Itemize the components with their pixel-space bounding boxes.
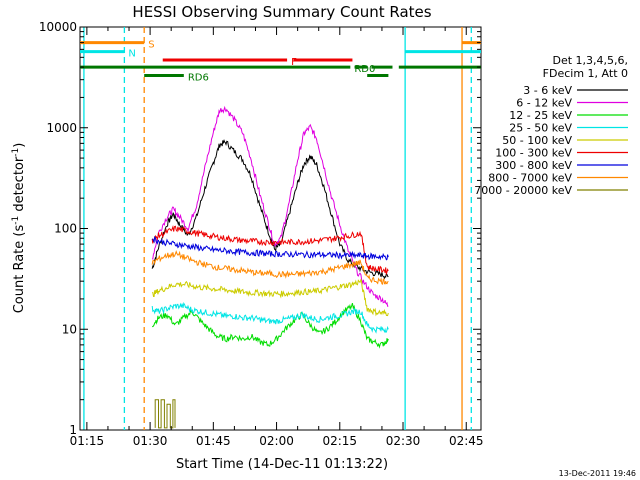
footer-timestamp: 13-Dec-2011 19:46 bbox=[559, 469, 636, 478]
y-tick-label-0: 1 bbox=[69, 423, 77, 437]
instrument-state-lines bbox=[83, 27, 472, 430]
y-axis-label-part3: ) bbox=[12, 143, 27, 148]
y-axis-label-sup2: -1 bbox=[11, 148, 21, 157]
x-axis-label: Start Time (14-Dec-11 01:13:22) bbox=[176, 457, 388, 472]
legend-header-line2: FDecim 1, Att 0 bbox=[543, 67, 628, 80]
y-axis-label: Count Rate (s-1 detector-1) bbox=[11, 143, 27, 314]
y-tick-label-1: 10 bbox=[62, 322, 77, 336]
flag-label-rd0: RD0 bbox=[354, 64, 375, 75]
flag-label-f: F bbox=[291, 57, 297, 68]
chart-title: HESSI Observing Summary Count Rates bbox=[132, 3, 431, 21]
series-line-4 bbox=[152, 278, 389, 317]
flag-label-n: N bbox=[128, 49, 135, 60]
series-line-2 bbox=[151, 302, 389, 349]
flag-label-s: S bbox=[148, 40, 154, 51]
legend-label-0: 3 - 6 keV bbox=[523, 84, 572, 97]
series-line-8 bbox=[154, 399, 176, 429]
legend-label-4: 50 - 100 keV bbox=[502, 134, 572, 147]
flag-label-rd6: RD6 bbox=[188, 73, 209, 84]
x-tick-label-3: 02:00 bbox=[259, 434, 294, 448]
legend-label-7: 800 - 7000 keV bbox=[488, 172, 572, 185]
legend-label-6: 300 - 800 keV bbox=[495, 159, 572, 172]
legend: Det 1,3,4,5,6, FDecim 1, Att 0 3 - 6 keV… bbox=[474, 54, 628, 197]
axes: 01:15 01:30 01:45 02:00 02:15 02:30 02:45 1 10 10… bbox=[39, 20, 484, 448]
y-axis-label-part2: detector bbox=[12, 156, 27, 216]
y-axis-label-part1: Count Rate (s bbox=[12, 225, 27, 314]
observing-flags: S N F RD0 RD6 bbox=[80, 40, 481, 84]
series-line-0 bbox=[151, 138, 389, 280]
legend-label-5: 100 - 300 keV bbox=[495, 147, 572, 160]
y-tick-label-4: 10000 bbox=[39, 20, 77, 34]
legend-label-3: 25 - 50 keV bbox=[509, 122, 572, 135]
y-axis-label-sup1: -1 bbox=[11, 216, 21, 225]
x-tick-label-0: 01:15 bbox=[70, 434, 105, 448]
legend-label-1: 6 - 12 keV bbox=[516, 97, 572, 110]
series-line-1 bbox=[151, 105, 389, 307]
legend-label-2: 12 - 25 keV bbox=[509, 109, 572, 122]
legend-header-line1: Det 1,3,4,5,6, bbox=[552, 54, 628, 67]
series-line-7 bbox=[151, 250, 389, 285]
x-tick-label-4: 02:15 bbox=[322, 434, 357, 448]
x-tick-label-2: 01:45 bbox=[196, 434, 231, 448]
y-tick-label-3: 1000 bbox=[46, 121, 77, 135]
count-rate-series bbox=[151, 105, 389, 429]
legend-label-8: 7000 - 20000 keV bbox=[474, 184, 572, 197]
x-tick-label-1: 01:30 bbox=[133, 434, 168, 448]
plot-frame bbox=[79, 26, 482, 431]
series-line-3 bbox=[151, 302, 389, 334]
x-tick-label-6: 02:45 bbox=[449, 434, 484, 448]
series-line-5 bbox=[151, 224, 389, 276]
x-tick-label-5: 02:30 bbox=[386, 434, 421, 448]
y-tick-label-2: 100 bbox=[54, 222, 77, 236]
series-line-6 bbox=[151, 235, 389, 261]
